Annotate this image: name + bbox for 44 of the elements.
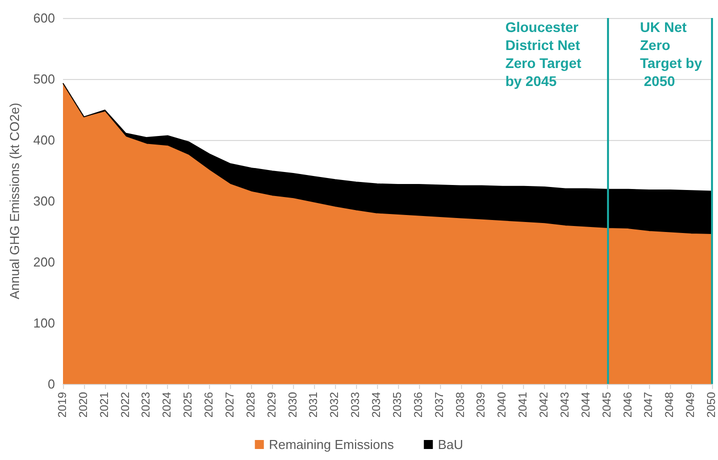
x-tick-label: 2028 [245, 392, 258, 418]
ref-line-label: Gloucester District Net Zero Target by 2045 [505, 19, 586, 89]
x-tick-label: 2029 [266, 392, 278, 418]
legend-label: Remaining Emissions [268, 437, 394, 452]
x-tick-label: 2050 [706, 392, 718, 418]
x-tick-label: 2039 [476, 392, 488, 418]
x-tick-label: 2035 [392, 392, 404, 418]
x-tick-label: 2045 [601, 392, 614, 418]
x-tick-label: 2042 [538, 392, 551, 418]
ref-line-label: UK Net Zero Target by 2050 [640, 19, 702, 89]
x-tick-label: 2023 [140, 392, 153, 418]
y-tick-label: 300 [33, 194, 55, 208]
x-tick-label: 2044 [580, 391, 592, 418]
x-tick-label: 2041 [518, 392, 530, 418]
y-tick-label: 0 [48, 376, 55, 392]
x-tick-label: 2027 [224, 392, 236, 418]
x-tick-label: 2043 [559, 392, 572, 418]
x-tick-label: 2020 [78, 392, 90, 418]
x-tick-label: 2032 [329, 392, 342, 418]
x-tick-label: 2031 [308, 392, 320, 418]
x-tick-label: 2030 [287, 392, 300, 418]
x-tick-label: 2025 [182, 392, 195, 418]
x-tick-label: 2019 [57, 392, 69, 418]
x-tick-label: 2038 [454, 392, 467, 418]
y-tick-label: 600 [33, 10, 55, 26]
y-axis-title: Annual GHG Emissions (kt CO2e) [7, 102, 22, 300]
x-tick-label: 2047 [643, 392, 656, 418]
legend-label: BaU [438, 437, 464, 452]
x-tick-label: 2040 [496, 392, 509, 418]
x-tick-label: 2024 [162, 391, 174, 418]
x-tick-label: 2033 [350, 392, 362, 418]
x-tick-label: 2049 [685, 392, 698, 418]
x-tick-label: 2037 [434, 392, 446, 418]
x-tick-label: 2034 [371, 391, 384, 418]
x-tick-label: 2026 [204, 392, 216, 418]
y-tick-label: 100 [33, 316, 55, 330]
x-tick-label: 2021 [98, 392, 111, 418]
y-tick-label: 400 [33, 132, 55, 148]
x-tick-label: 2022 [120, 392, 132, 418]
y-tick-label: 200 [33, 254, 55, 270]
y-tick-label: 500 [33, 72, 55, 86]
x-tick-label: 2036 [412, 392, 425, 418]
x-tick-label: 2046 [622, 392, 634, 418]
x-tick-label: 2048 [664, 392, 676, 418]
